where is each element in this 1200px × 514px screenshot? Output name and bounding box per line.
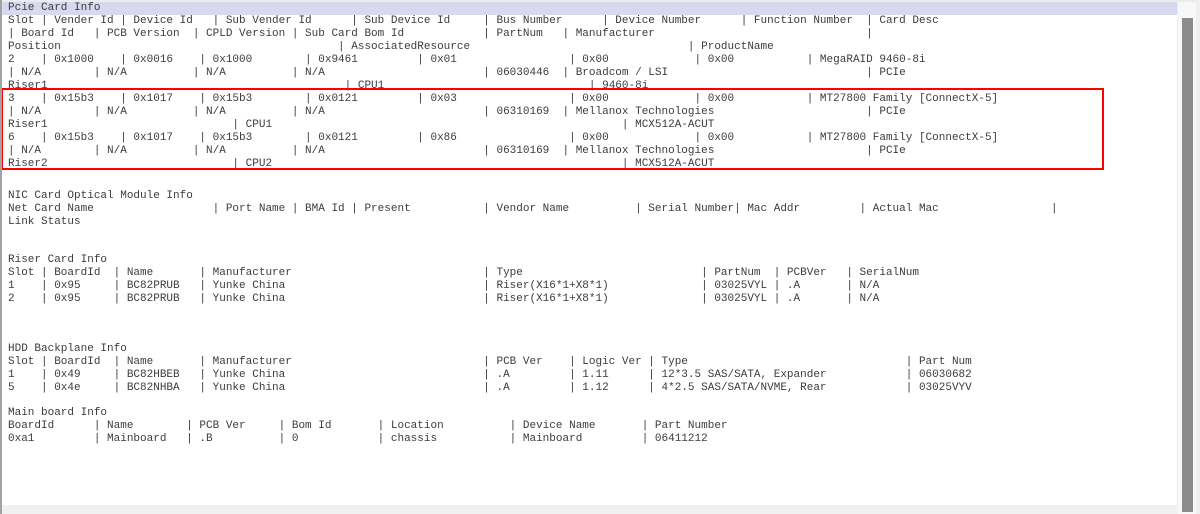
window-top-edge <box>0 0 1200 2</box>
vertical-scrollbar[interactable] <box>1177 2 1196 514</box>
selected-line-highlight <box>2 2 1178 15</box>
main-board-info-section: Main board Info BoardId | Name | PCB Ver… <box>8 407 728 445</box>
window-left-edge <box>0 0 2 514</box>
horizontal-scrollbar[interactable] <box>2 505 1178 514</box>
pcie-card-info-section: Pcie Card Info Slot | Vender Id | Device… <box>8 2 999 170</box>
nic-optical-module-section: NIC Card Optical Module Info Net Card Na… <box>8 190 1058 228</box>
hdd-backplane-info-section: HDD Backplane Info Slot | BoardId | Name… <box>8 343 972 394</box>
riser-card-info-section: Riser Card Info Slot | BoardId | Name | … <box>8 254 919 305</box>
window-right-edge <box>1196 0 1200 514</box>
scrollbar-thumb[interactable] <box>1182 18 1193 512</box>
